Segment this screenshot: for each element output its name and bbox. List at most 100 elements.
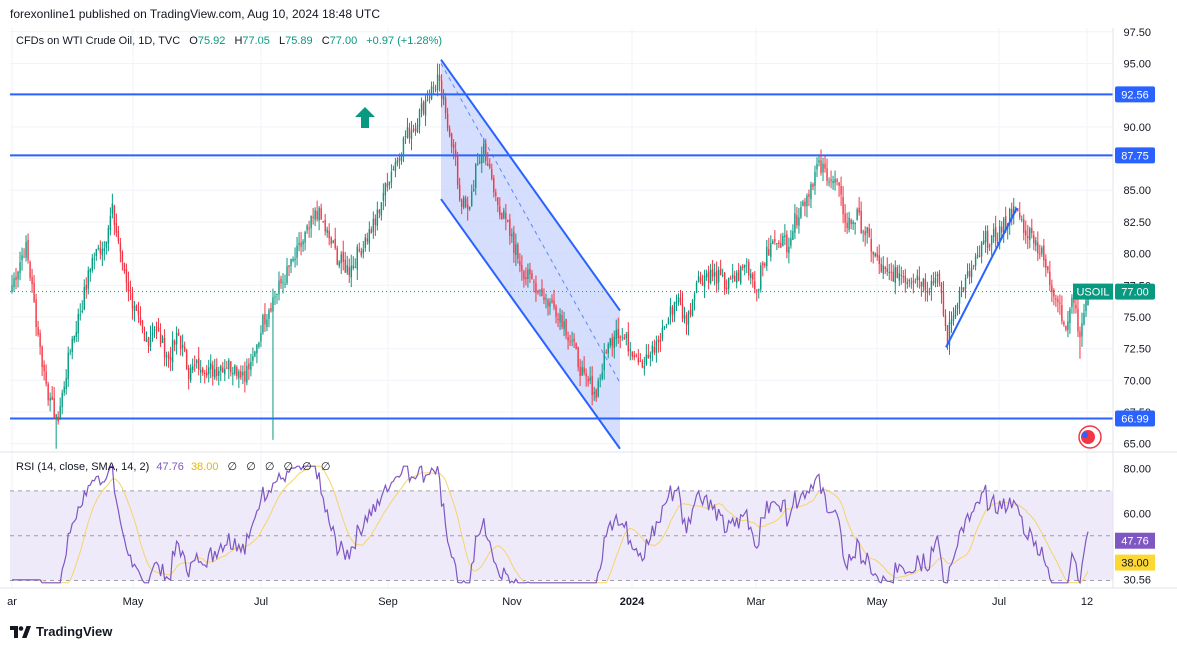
candle-body	[758, 288, 760, 291]
candle-body	[368, 229, 371, 244]
candle-body	[67, 352, 69, 380]
candle-body	[782, 236, 784, 247]
candle-body	[328, 230, 330, 239]
candle-body	[87, 270, 89, 289]
candle-body	[952, 315, 955, 321]
time-tick-label: Sep	[378, 596, 398, 608]
candle-body	[59, 406, 61, 420]
candle-body	[234, 365, 236, 374]
candle-body	[111, 203, 114, 214]
candle-body	[742, 265, 744, 268]
candle-body	[940, 282, 943, 294]
candle-body	[1055, 298, 1057, 300]
candle-body	[1013, 206, 1015, 217]
candle-body	[191, 366, 194, 371]
price-tick-label: 72.50	[1123, 344, 1151, 356]
tradingview-footer[interactable]: TradingView	[10, 624, 112, 639]
candle-body	[521, 265, 523, 271]
candle-body	[786, 234, 788, 253]
candle-body	[73, 335, 75, 341]
horizontal-levels[interactable]	[10, 93, 1113, 420]
candle-body	[665, 324, 668, 326]
level-axis-label: 87.75	[1121, 150, 1149, 162]
rsi-pane[interactable]	[0, 451, 1177, 585]
candle-body	[681, 303, 684, 319]
candle-body	[820, 160, 822, 173]
time-tick-label: 2024	[620, 596, 645, 608]
candle-body	[802, 201, 804, 206]
candle-body	[272, 297, 274, 312]
candle-body	[129, 289, 132, 292]
candle-body	[270, 308, 272, 312]
candle-body	[653, 347, 656, 353]
candle-body	[420, 103, 423, 111]
candle-body	[735, 272, 738, 283]
candle-body	[964, 277, 967, 289]
candle-body	[641, 361, 644, 368]
candle-body	[448, 128, 451, 136]
candle-body	[854, 222, 856, 225]
candle-body	[348, 267, 350, 276]
candle-body	[452, 144, 455, 149]
candle-body	[928, 291, 931, 293]
candle-body	[880, 263, 882, 272]
level-axis-badge	[1115, 410, 1155, 427]
candle-body	[93, 258, 96, 260]
candle-body	[966, 271, 969, 276]
candle-body	[836, 179, 838, 182]
time-tick-label: ar	[7, 596, 17, 608]
candle-body	[396, 160, 399, 164]
candle-body	[49, 397, 51, 401]
candle-body	[376, 209, 379, 226]
candle-body	[292, 258, 294, 261]
candle-body	[794, 213, 796, 233]
candle-body	[1009, 208, 1011, 225]
candle-body	[1017, 208, 1019, 211]
candle-body	[721, 274, 724, 276]
candle-body	[302, 241, 304, 245]
candle-body	[814, 171, 816, 186]
candle-body	[894, 267, 896, 283]
candle-body	[352, 265, 354, 269]
candle-body	[99, 247, 102, 254]
candle-body	[260, 332, 262, 342]
candle-body	[675, 301, 678, 304]
descending-channel[interactable]	[440, 59, 621, 450]
candle-body	[244, 371, 246, 382]
candle-body	[224, 368, 226, 375]
candle-body	[649, 354, 652, 358]
rsi-empty-2: ∅	[246, 461, 256, 473]
rsi-legend[interactable]: RSI (14, close, SMA, 14, 2) 47.76 38.00 …	[16, 460, 330, 473]
candle-body	[754, 281, 756, 290]
candle-body	[220, 366, 222, 371]
candle-body	[342, 251, 344, 262]
candle-body	[320, 208, 322, 220]
candle-body	[764, 263, 766, 266]
candle-body	[491, 169, 493, 179]
candle-body	[856, 209, 858, 221]
candle-body	[350, 265, 352, 278]
candle-body	[733, 276, 736, 281]
candle-body	[772, 241, 774, 244]
candle-body	[900, 274, 903, 276]
candle-body	[97, 247, 100, 249]
candle-body	[1077, 308, 1079, 332]
symbol-legend[interactable]: CFDs on WTI Crude Oil, 1D, TVC O75.92 H7…	[16, 35, 442, 47]
candle-body	[914, 280, 917, 282]
candle-body	[687, 311, 690, 325]
candle-body	[139, 317, 142, 323]
candle-body	[1071, 297, 1073, 308]
candle-body	[141, 320, 144, 331]
candle-body	[183, 346, 186, 351]
candle-body	[701, 282, 704, 286]
candle-body	[756, 289, 758, 292]
rsi-value-badge-label: 47.76	[1121, 536, 1149, 548]
candle-body	[189, 367, 192, 381]
candle-body	[119, 242, 122, 253]
candle-body	[326, 229, 328, 233]
candle-body	[1043, 245, 1045, 261]
candle-body	[609, 338, 611, 346]
candle-body	[103, 248, 106, 252]
candle-body	[216, 367, 218, 376]
